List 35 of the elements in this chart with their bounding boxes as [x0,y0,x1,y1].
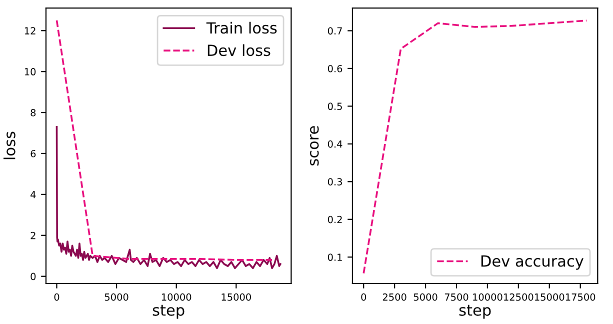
line-series [56,126,282,270]
x-tick-label: 10000 [473,293,502,301]
y-tick-label: 0.6 [328,64,342,72]
y-tick-label: 4 [30,191,36,198]
line-series [362,20,588,274]
y-tick-label: 10 [24,68,36,76]
legend-label: Dev accuracy [481,255,584,270]
y-tick-label: 6 [30,150,36,158]
y-tick-label: 0.4 [328,140,342,148]
x-tick-label: 0 [54,293,60,301]
y-tick-label: 0.2 [328,216,342,224]
x-tick-label: 2500 [382,293,406,301]
legend-label: Train loss [206,22,277,34]
x-tick-label: 0 [361,293,366,301]
y-tick-label: 0.1 [328,254,342,261]
x-tick-label: 10000 [162,293,192,301]
x-tick-label: 12500 [504,293,534,301]
x-tick-label: 15000 [534,293,564,301]
legend-label: Dev loss [208,44,270,56]
y-tick-label: 0.3 [328,178,342,186]
x-axis-title: step [459,304,491,319]
y-tick-label: 2 [30,232,36,240]
y-axis-title: score [310,126,319,166]
y-tick-label: 0 [30,272,36,280]
x-axis-title: step [152,304,184,319]
y-tick-label: 0.5 [328,102,342,110]
x-tick-label: 17500 [566,293,596,301]
x-tick-label: 5000 [414,293,438,301]
x-tick-label: 7500 [444,293,468,301]
y-tick-label: 0.7 [328,27,342,35]
y-tick-label: 8 [30,109,36,116]
x-tick-label: 5000 [104,293,128,301]
y-axis-title: loss [4,132,16,160]
x-tick-label: 15000 [222,293,251,301]
y-tick-label: 12 [24,27,36,34]
